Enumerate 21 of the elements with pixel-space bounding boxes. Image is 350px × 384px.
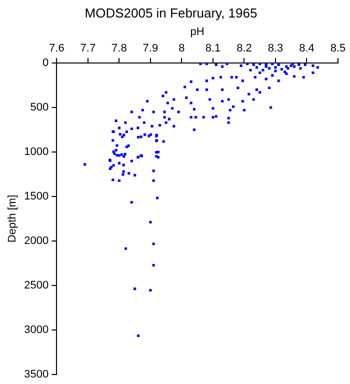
x-tick-label: 7.6: [49, 42, 64, 54]
y-axis-title: Depth [m]: [6, 194, 19, 243]
x-tick-label: 8.3: [268, 42, 284, 54]
y-tick-label: 3500: [24, 368, 49, 380]
x-tick-label: 7.7: [80, 42, 96, 54]
y-tick-label: 500: [30, 102, 49, 114]
y-tick-label: 2500: [24, 279, 49, 292]
y-tick-label: 1500: [24, 190, 49, 202]
y-tick-label: 1000: [24, 146, 49, 158]
x-tick-label: 7.9: [142, 42, 158, 54]
x-tick-label: 7.8: [112, 42, 127, 54]
y-tick-label: 2000: [24, 234, 49, 247]
x-tick-label: 8: [178, 42, 185, 54]
y-tick-label: 3000: [24, 324, 49, 336]
x-axis-title: pH: [190, 26, 204, 38]
x-tick-label: 8.5: [330, 42, 346, 54]
x-tick-label: 8.2: [236, 42, 252, 54]
chart-title: MODS2005 in February, 1965: [84, 5, 258, 20]
y-tick-label: 0: [42, 57, 49, 70]
x-tick-label: 8.1: [205, 42, 221, 54]
x-tick-label: 8.4: [299, 42, 314, 54]
